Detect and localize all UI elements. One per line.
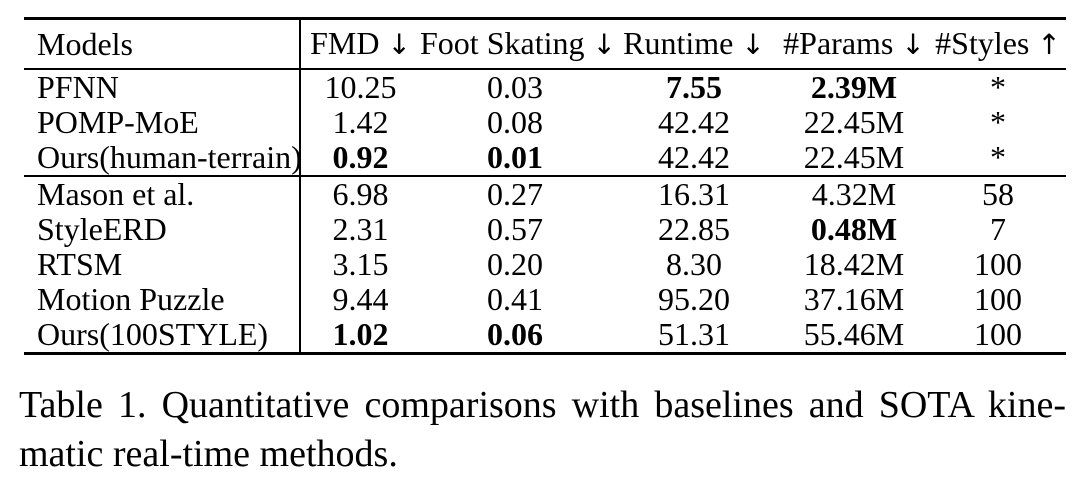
foot-skating-cell: 0.03 xyxy=(487,69,543,105)
column-header-foot-skating: Foot Skating ↓ xyxy=(420,18,616,70)
fmd-cell: 10.25 xyxy=(324,69,397,105)
fmd-cell: 0.92 xyxy=(300,140,420,177)
table-row: Ours(human-terrain) 0.92 0.01 42.42 22.4… xyxy=(24,140,1066,177)
table-row: StyleERD 2.31 0.57 22.85 0.48M 7 xyxy=(24,212,1066,247)
fmd-cell: 1.42 xyxy=(332,104,389,140)
params-cell: 22.45M xyxy=(803,104,905,140)
model-name-cell: POMP-MoE xyxy=(24,105,301,140)
table-caption: Table 1. Quantitative comparisons with b… xyxy=(19,381,1066,479)
params-cell: 22.45M xyxy=(778,140,930,177)
runtime-cell: 42.42 xyxy=(658,104,730,140)
model-name-cell: Ours(100STYLE) xyxy=(24,317,301,354)
up-arrow-icon: ↑ xyxy=(1037,28,1061,61)
fmd-cell: 3.15 xyxy=(332,246,389,282)
fmd-cell: 9.44 xyxy=(332,281,389,317)
column-header-label: #Styles xyxy=(935,25,1030,61)
model-name-cell: PFNN xyxy=(24,69,301,105)
styles-cell: * xyxy=(990,104,1006,140)
column-header-label: Foot Skating xyxy=(420,25,585,61)
params-cell: 37.16M xyxy=(803,281,905,317)
params-cell: 55.46M xyxy=(803,316,905,352)
table-row: RTSM 3.15 0.20 8.30 18.42M 100 xyxy=(24,247,1066,282)
runtime-cell: 22.85 xyxy=(658,211,730,247)
table-row: PFNN 10.25 0.03 7.55 2.39M * xyxy=(24,69,1066,105)
params-cell: 0.48M xyxy=(810,211,898,247)
down-arrow-icon: ↓ xyxy=(901,28,925,61)
table-row: POMP-MoE 1.42 0.08 42.42 22.45M * xyxy=(24,105,1066,140)
caption-line-1: Table 1. Quantitative comparisons with b… xyxy=(19,384,1066,426)
table-header-row: Models FMD ↓ Foot Skating ↓ Runtime ↓ #Para… xyxy=(24,18,1066,70)
foot-skating-cell: 0.06 xyxy=(487,316,543,352)
column-header-fmd: FMD ↓ xyxy=(300,18,420,70)
runtime-cell: 51.31 xyxy=(658,316,730,352)
column-header-label: #Params xyxy=(783,25,894,61)
runtime-cell: 16.31 xyxy=(658,176,730,212)
column-header-runtime: Runtime ↓ xyxy=(610,18,778,70)
down-arrow-icon: ↓ xyxy=(741,28,765,61)
foot-skating-cell: 0.01 xyxy=(420,140,610,177)
foot-skating-cell: 0.41 xyxy=(487,281,543,317)
styles-cell: * xyxy=(930,140,1066,177)
foot-skating-cell: 0.57 xyxy=(487,211,543,247)
runtime-cell: 42.42 xyxy=(610,140,778,177)
params-cell: 4.32M xyxy=(811,176,897,212)
styles-cell: 100 xyxy=(974,246,1022,282)
table-row: Motion Puzzle 9.44 0.41 95.20 37.16M 100 xyxy=(24,282,1066,317)
table-row: Mason et al. 6.98 0.27 16.31 4.32M 58 xyxy=(24,176,1066,212)
foot-skating-cell: 0.08 xyxy=(487,104,543,140)
styles-cell: * xyxy=(990,69,1006,105)
model-name-cell: Ours(human-terrain) xyxy=(24,140,302,177)
column-header-label: Models xyxy=(37,26,133,62)
model-name-cell: Motion Puzzle xyxy=(24,282,301,317)
styles-cell: 7 xyxy=(990,211,1006,247)
table-row: Ours(100STYLE) 1.02 0.06 51.31 55.46M 10… xyxy=(24,317,1066,354)
column-header-models: Models xyxy=(24,18,301,70)
column-header-styles: #Styles ↑ xyxy=(930,18,1066,70)
styles-cell: 100 xyxy=(974,316,1022,352)
model-name-cell: RTSM xyxy=(24,247,301,282)
model-name-cell: Mason et al. xyxy=(24,176,301,212)
model-name-cell: StyleERD xyxy=(24,212,301,247)
fmd-cell: 2.31 xyxy=(332,211,389,247)
down-arrow-icon: ↓ xyxy=(592,28,616,61)
column-header-label: Runtime xyxy=(623,25,734,61)
fmd-cell: 6.98 xyxy=(332,176,389,212)
foot-skating-cell: 0.20 xyxy=(487,246,543,282)
column-header-params: #Params ↓ xyxy=(778,18,930,70)
foot-skating-cell: 0.27 xyxy=(487,176,543,212)
styles-cell: 100 xyxy=(974,281,1022,317)
results-table: Models FMD ↓ Foot Skating ↓ Runtime ↓ #Para… xyxy=(24,17,1066,355)
runtime-cell: 8.30 xyxy=(666,246,722,282)
runtime-cell: 7.55 xyxy=(666,69,722,105)
column-header-label: FMD xyxy=(310,25,380,61)
down-arrow-icon: ↓ xyxy=(387,28,411,61)
caption-line-2: matic real-time methods. xyxy=(19,433,398,475)
runtime-cell: 95.20 xyxy=(658,281,730,317)
params-cell: 18.42M xyxy=(803,246,905,282)
styles-cell: 58 xyxy=(982,176,1014,212)
fmd-cell: 1.02 xyxy=(332,316,389,352)
params-cell: 2.39M xyxy=(810,69,898,105)
